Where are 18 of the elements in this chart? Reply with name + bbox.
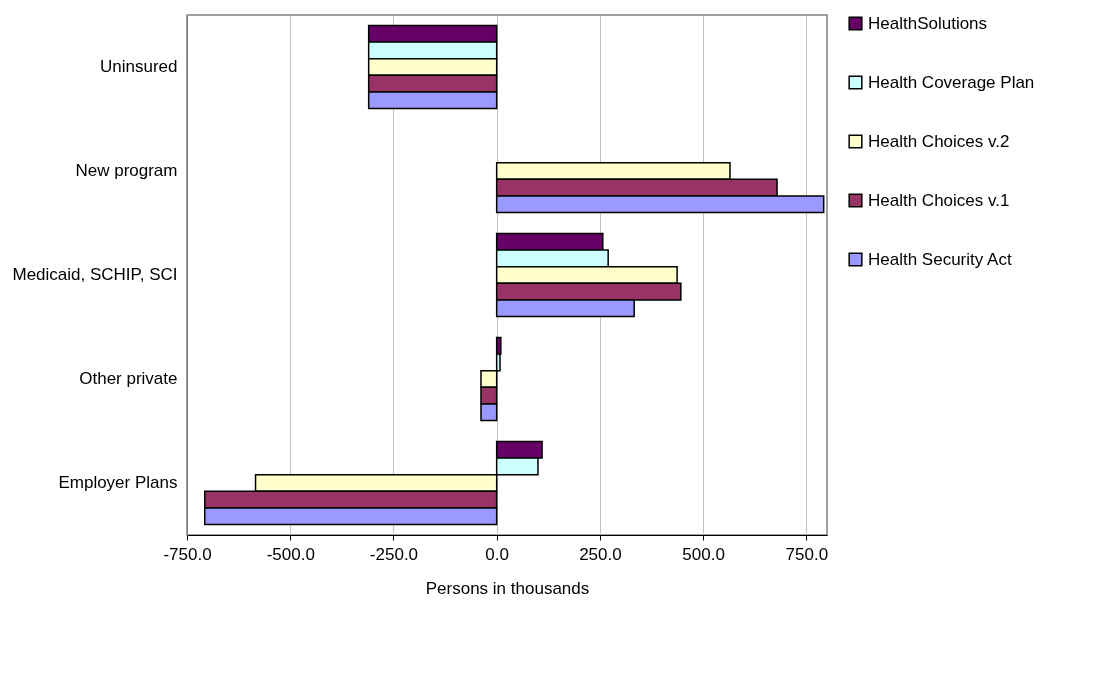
x-tick-label: 250.0 — [579, 544, 622, 564]
x-tick-label: -250.0 — [369, 544, 419, 564]
x-tick-label: 500.0 — [682, 544, 725, 564]
x-axis-title: Persons in thousands — [425, 578, 590, 598]
y-tick-label: Medicaid, SCHIP, SCI — [12, 265, 178, 284]
x-tick-label: 0.0 — [485, 544, 509, 564]
y-tick-label: Uninsured — [100, 57, 178, 76]
legend-label: Health Security Act — [868, 249, 1012, 269]
legend-label: Health Coverage Plan — [868, 72, 1035, 92]
legend-label: Health Choices v.2 — [868, 131, 1010, 151]
y-tick-label: New program — [75, 161, 178, 180]
x-tick-label: -750.0 — [163, 544, 212, 564]
y-tick-label: Other private — [79, 369, 178, 388]
legend-label: HealthSolutions — [868, 13, 988, 33]
x-tick-label: 750.0 — [785, 544, 829, 564]
legend-label: Health Choices v.1 — [868, 190, 1010, 210]
y-tick-label: Employer Plans — [58, 473, 178, 492]
x-tick-label: -500.0 — [266, 544, 315, 564]
